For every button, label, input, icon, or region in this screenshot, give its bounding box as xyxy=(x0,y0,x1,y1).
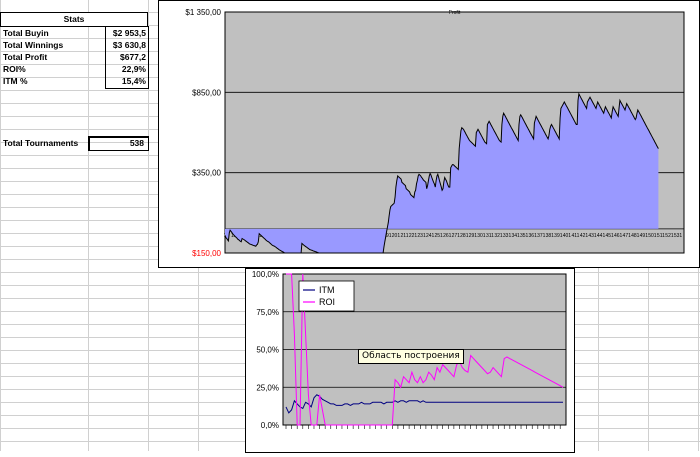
stats-label: Total Buyin xyxy=(3,28,49,38)
profit-x-tick-label: 251 xyxy=(435,233,444,239)
stats-title[interactable]: Stats xyxy=(0,12,148,27)
roi-series-roi xyxy=(286,273,564,426)
plot-area-tooltip: Область построения xyxy=(358,349,464,364)
stats-label: ITM % xyxy=(3,76,28,86)
roi-legend[interactable] xyxy=(298,280,355,312)
profit-y-tick-label: $850,00 xyxy=(192,88,221,97)
profit-x-tick-label: 201 xyxy=(392,233,401,239)
roi-y-tick-label: 75,0% xyxy=(256,308,279,317)
profit-x-tick-label: 261 xyxy=(443,233,452,239)
profit-chart-title: Profit xyxy=(449,10,461,16)
profit-x-tick-label: 11 xyxy=(231,233,236,239)
profit-x-tick-label: 531 xyxy=(674,233,683,239)
legend-label-roi: ROI xyxy=(319,297,335,307)
tournaments-value-border xyxy=(88,136,149,151)
profit-x-tick-label: 281 xyxy=(460,233,469,239)
stats-row-itm[interactable]: ITM % 15,4% xyxy=(0,75,148,87)
stats-row-total-buyin[interactable]: Total Buyin $2 953,5 xyxy=(0,27,148,39)
profit-x-tick-label: 391 xyxy=(554,233,563,239)
stats-value: 538 xyxy=(129,138,144,148)
stats-row-roi[interactable]: ROI% 22,9% xyxy=(0,63,148,75)
profit-chart[interactable]: Profit$1 350,00$850,00$350,00$150,001112… xyxy=(158,0,700,268)
profit-y-tick-label: $1 350,00 xyxy=(185,8,221,17)
profit-x-tick-label: 231 xyxy=(417,233,426,239)
profit-chart-svg: Profit$1 350,00$850,00$350,00$150,001112… xyxy=(185,8,685,258)
profit-x-tick-label: 471 xyxy=(623,233,632,239)
profit-x-tick-label: 371 xyxy=(537,233,546,239)
stats-value: 22,9% xyxy=(121,64,146,74)
profit-x-tick-label: 441 xyxy=(597,233,606,239)
profit-x-tick-label: 481 xyxy=(631,233,640,239)
profit-x-tick-label: 271 xyxy=(452,233,461,239)
profit-line xyxy=(224,92,659,254)
stats-row-total-tournaments[interactable]: Total Tournaments 538 xyxy=(0,137,148,150)
roi-y-tick-label: 50,0% xyxy=(256,346,279,355)
roi-y-tick-label: 25,0% xyxy=(256,383,279,392)
stats-values-border xyxy=(105,26,149,89)
stats-value: $677,2 xyxy=(120,52,146,62)
profit-x-tick-label: 491 xyxy=(640,233,649,239)
profit-x-tick-label: 411 xyxy=(571,233,579,239)
profit-x-tick-label: 521 xyxy=(665,233,674,239)
profit-x-tick-label: 381 xyxy=(546,233,555,239)
profit-x-tick-label: 431 xyxy=(588,233,597,239)
roi-y-tick-label: 100,0% xyxy=(252,270,279,279)
stats-label: ROI% xyxy=(3,64,26,74)
profit-x-tick-label: 401 xyxy=(563,233,572,239)
profit-x-tick-label: 211 xyxy=(401,233,409,239)
profit-x-tick-label: 301 xyxy=(477,233,486,239)
profit-x-tick-label: 451 xyxy=(605,233,614,239)
profit-x-tick-label: 511 xyxy=(657,233,665,239)
profit-x-tick-label: 311 xyxy=(486,233,494,239)
profit-x-tick-label: 341 xyxy=(511,233,520,239)
stats-label: Total Winnings xyxy=(3,40,64,50)
profit-x-tick-label: 461 xyxy=(614,233,623,239)
profit-x-tick-label: 191 xyxy=(383,233,392,239)
legend-label-itm: ITM xyxy=(319,285,335,295)
roi-y-tick-label: 0,0% xyxy=(261,421,279,430)
profit-x-tick-label: 331 xyxy=(503,233,512,239)
stats-value: 15,4% xyxy=(121,76,146,86)
stats-row-total-winnings[interactable]: Total Winnings $3 630,8 xyxy=(0,39,148,51)
profit-x-tick-label: 501 xyxy=(648,233,657,239)
profit-x-tick-label: 241 xyxy=(426,233,435,239)
profit-x-tick-label: 221 xyxy=(409,233,418,239)
profit-x-tick-label: 421 xyxy=(580,233,589,239)
profit-x-tick-label: 321 xyxy=(494,233,503,239)
stats-value: $2 953,5 xyxy=(112,28,146,38)
stats-label: Total Tournaments xyxy=(3,138,79,148)
profit-area xyxy=(225,93,659,254)
profit-x-tick-label: 361 xyxy=(529,233,538,239)
stats-label: Total Profit xyxy=(3,52,48,62)
profit-y-tick-label: $350,00 xyxy=(192,169,221,178)
stats-value: $3 630,8 xyxy=(112,40,146,50)
profit-x-tick-label: 351 xyxy=(520,233,529,239)
roi-series-itm xyxy=(285,394,563,414)
profit-y-tick-label: $150,00 xyxy=(192,249,221,258)
stats-row-total-profit[interactable]: Total Profit $677,2 xyxy=(0,51,148,63)
profit-x-tick-label: 291 xyxy=(469,233,478,239)
